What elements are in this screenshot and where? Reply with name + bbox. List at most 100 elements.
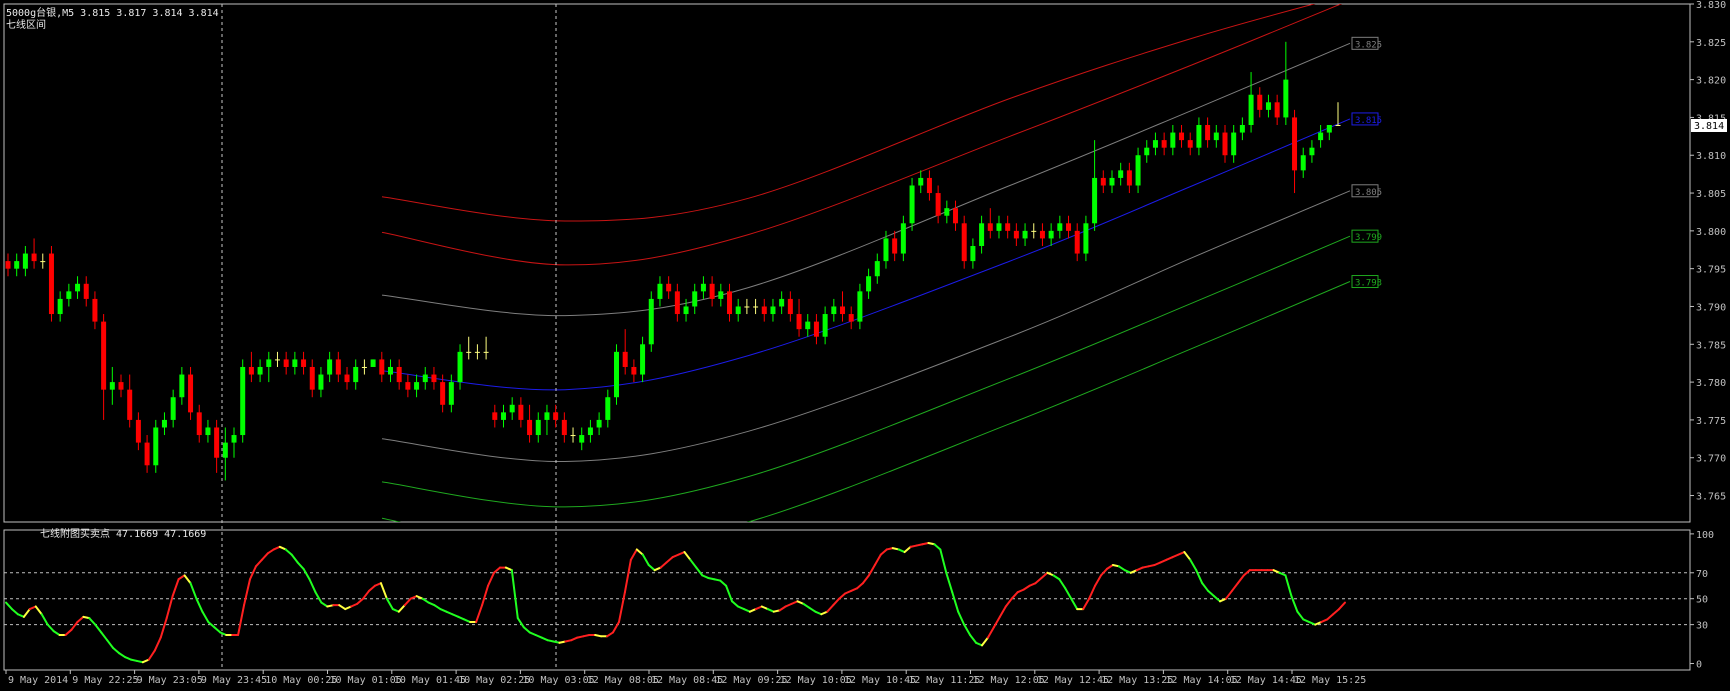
candle-body (918, 177, 924, 186)
oscillator-segment (617, 591, 626, 624)
candle (414, 374, 420, 398)
candle (309, 359, 315, 398)
oscillator-segment (1123, 569, 1132, 574)
candle-body (796, 314, 802, 330)
candle-body (1274, 102, 1280, 118)
time-tick-label: 10 May 01:45 (394, 675, 466, 686)
candle-body (1092, 177, 1098, 224)
candle-body (1074, 230, 1080, 254)
candle-body (518, 404, 524, 420)
oscillator-segment (903, 545, 912, 554)
candle (553, 404, 559, 428)
oscillator-segment (272, 545, 281, 551)
oscillator-segment (725, 584, 734, 603)
band-line-red (381, 4, 1316, 222)
candle (448, 374, 454, 413)
oscillator-segment (850, 587, 859, 592)
oscillator-segment (1224, 589, 1233, 600)
candle-body (1222, 132, 1228, 156)
oscillator-segment (778, 605, 787, 612)
candle (214, 419, 220, 473)
oscillator-segment (124, 656, 132, 661)
oscillator-tick-label: 50 (1696, 595, 1708, 606)
candle (353, 359, 359, 390)
candle (735, 298, 741, 322)
band-value-label: 3.815 (1355, 116, 1382, 126)
oscillator-segment (885, 547, 894, 551)
candle (1292, 109, 1298, 194)
band-value-label: 3.825 (1355, 40, 1382, 50)
candle (283, 351, 289, 375)
candle-body (1179, 132, 1185, 141)
price-tick-label: 3.830 (1696, 0, 1726, 11)
candle (692, 283, 698, 315)
candle-body (1239, 124, 1245, 133)
oscillator-segment (861, 574, 870, 585)
candle (144, 435, 150, 473)
oscillator-segment (16, 613, 25, 618)
candle (170, 389, 176, 428)
candle (1231, 124, 1237, 163)
oscillator-segment (391, 608, 400, 613)
candle (1239, 117, 1245, 141)
oscillator-segment (106, 639, 115, 649)
candle-body (683, 306, 689, 315)
candle (587, 419, 593, 443)
candle-body (527, 419, 533, 436)
oscillator-segment (213, 626, 222, 634)
candle (179, 366, 185, 405)
oscillator-segment (629, 548, 638, 561)
oscillator-segment (784, 602, 793, 608)
candle (1083, 215, 1089, 262)
oscillator-segment (921, 541, 930, 546)
oscillator-segment (992, 615, 1001, 629)
candle-body (361, 366, 367, 368)
candle (344, 366, 350, 390)
oscillator-segment (1058, 578, 1067, 590)
candle-body (414, 382, 420, 390)
oscillator-segment (338, 604, 347, 611)
candle (866, 268, 872, 299)
oscillator-segment (1326, 613, 1335, 621)
band-value-box (1351, 229, 1379, 243)
candle-body (570, 435, 576, 437)
candle (1048, 223, 1054, 246)
oscillator-segment (487, 571, 495, 587)
oscillator-segment (40, 613, 49, 626)
oscillator-segment (790, 600, 799, 605)
oscillator-segment (594, 634, 603, 638)
candle-body (214, 427, 220, 458)
oscillator-segment (897, 548, 906, 554)
candle-body (1265, 102, 1271, 110)
candle-body (1048, 230, 1054, 239)
candle-body (509, 404, 515, 413)
candle (570, 427, 576, 443)
candle (918, 170, 924, 194)
current-price-label: 3.814 (1694, 121, 1724, 132)
candle-body (813, 321, 819, 337)
oscillator-segment (1278, 571, 1287, 577)
oscillator-segment (564, 639, 573, 643)
candle-body (718, 291, 724, 299)
candle (848, 306, 854, 330)
oscillator-segment (873, 553, 882, 566)
candle (1005, 215, 1011, 239)
candle (883, 230, 889, 269)
oscillator-segment (445, 610, 454, 616)
candle (196, 404, 202, 443)
oscillator-segment (516, 617, 525, 629)
candle-body (457, 351, 463, 383)
candle (1161, 132, 1167, 156)
candle (709, 276, 715, 307)
candle-body (1083, 223, 1089, 254)
oscillator-segment (314, 591, 323, 604)
candle-body (640, 344, 646, 375)
candle-body (274, 359, 280, 361)
candle-body (309, 366, 315, 390)
oscillator-segment (820, 610, 829, 616)
candle-body (613, 351, 619, 398)
candle (57, 291, 63, 322)
candle-body (1292, 117, 1298, 171)
oscillator-tick-label: 0 (1696, 660, 1702, 671)
candle-body (970, 245, 976, 262)
